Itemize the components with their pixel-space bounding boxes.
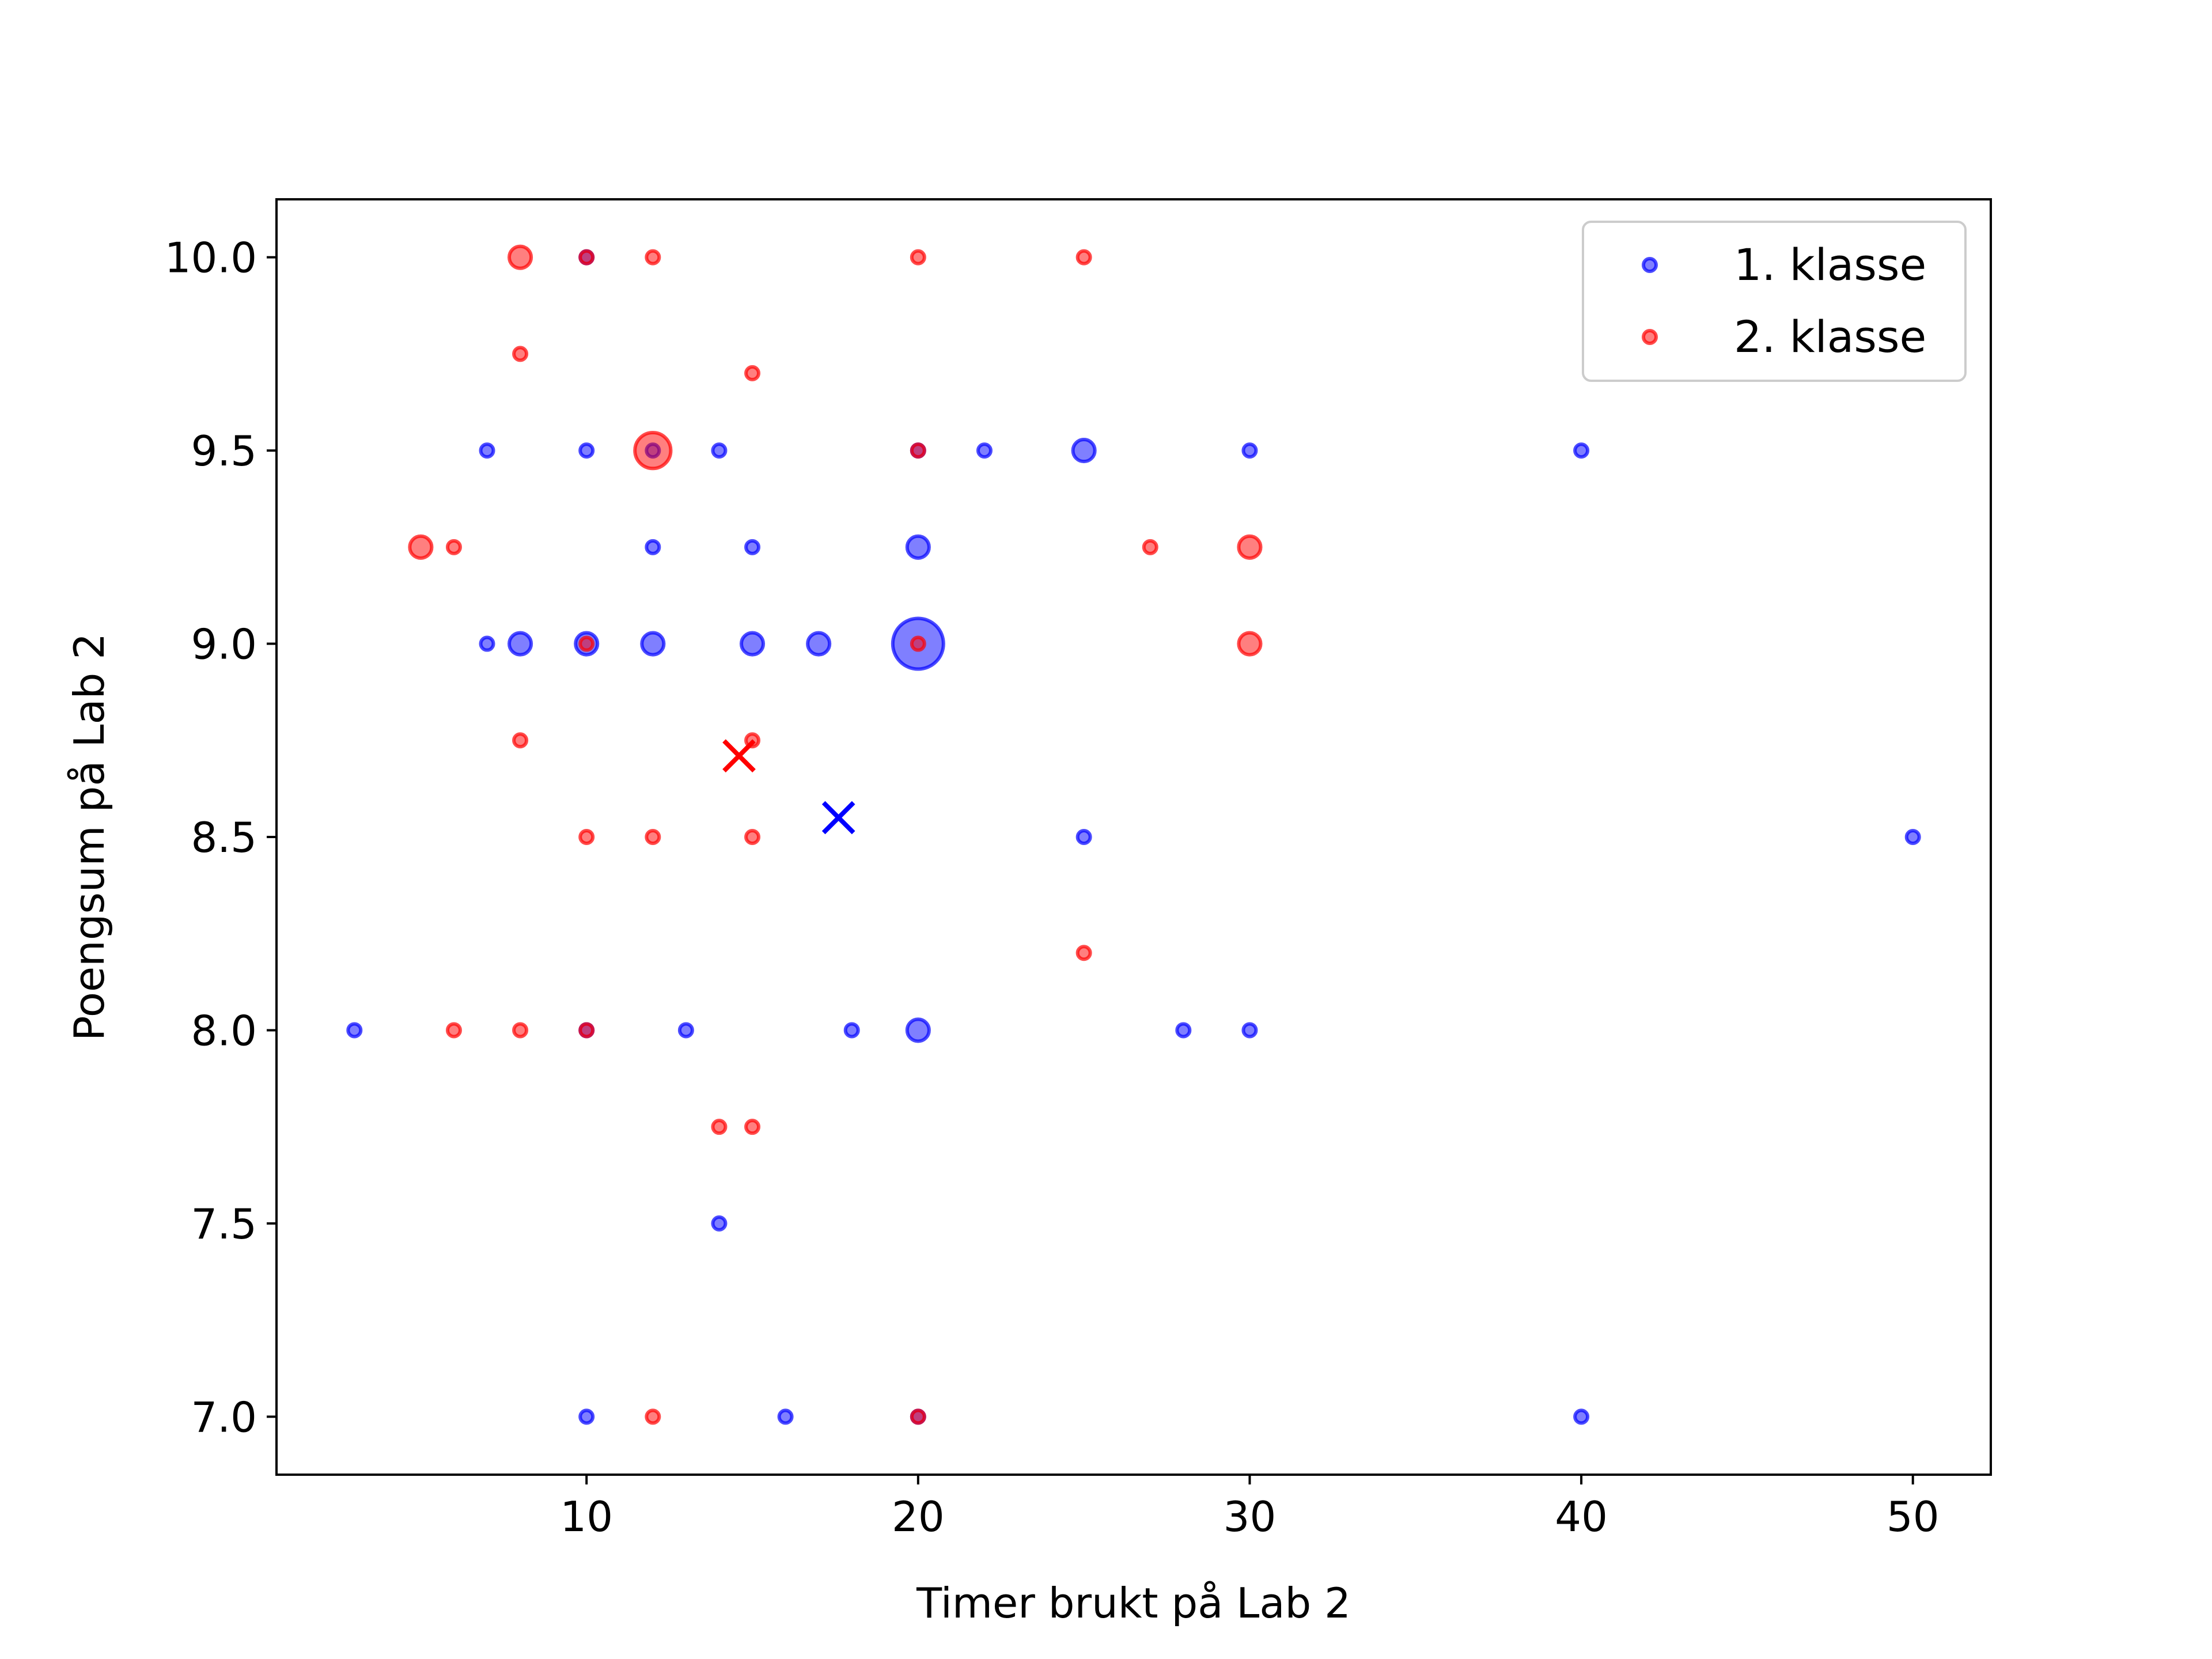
y-tick-label-4: 9.0: [191, 620, 257, 669]
point-series2-23: [512, 1022, 529, 1039]
point-series2-0: [507, 244, 533, 270]
y-tick-label-0: 7.0: [191, 1393, 257, 1441]
point-series1-22: [346, 1022, 363, 1039]
point-series1-1: [479, 442, 495, 459]
plot-marks: [346, 244, 1921, 1425]
point-series2-20: [744, 829, 761, 845]
point-series1-13: [479, 635, 495, 652]
point-series2-27: [645, 1408, 661, 1425]
legend-box: [1582, 221, 1967, 382]
point-series2-19: [645, 829, 661, 845]
point-series2-14: [910, 635, 926, 652]
point-series1-26: [905, 1017, 931, 1043]
point-series1-16: [640, 631, 666, 657]
point-series2-6: [744, 365, 761, 381]
point-series1-24: [677, 1022, 694, 1039]
point-series1-7: [1071, 438, 1097, 464]
x-tick-label-50: 50: [1887, 1493, 1940, 1541]
legend: 1. klasse 2. klasse: [1582, 221, 1967, 382]
point-series1-14: [507, 631, 533, 657]
point-series2-13: [578, 635, 595, 652]
point-series2-15: [1237, 631, 1263, 657]
y-tick-label-2: 8.0: [191, 1006, 257, 1055]
y-tick-label-3: 8.5: [191, 813, 257, 862]
y-tick-label-5: 9.5: [191, 427, 257, 475]
mean-marker-series1: [821, 801, 855, 835]
point-series2-5: [512, 346, 529, 362]
point-series1-21: [1904, 829, 1921, 845]
point-series2-2: [645, 249, 661, 266]
point-series2-22: [445, 1022, 462, 1039]
x-axis-ticks: 10 20 30 40 50: [560, 1475, 1940, 1541]
legend-label-2: 2. klasse: [1734, 311, 1926, 362]
x-tick-label-10: 10: [560, 1493, 613, 1541]
point-series2-18: [578, 829, 595, 845]
point-series2-8: [910, 442, 926, 459]
point-series2-25: [711, 1119, 728, 1135]
y-axis-ticks: 7.0 7.5 8.0 8.5 9.0 9.5 10.0: [165, 234, 276, 1441]
point-series1-11: [744, 539, 761, 555]
mean-marker-series2: [722, 739, 756, 772]
x-axis-label: Timer brukt på Lab 2: [916, 1579, 1351, 1627]
legend-label-1: 1. klasse: [1734, 239, 1926, 290]
x-tick-label-30: 30: [1224, 1493, 1277, 1541]
point-series1-28: [1241, 1022, 1258, 1039]
x-tick-label-40: 40: [1555, 1493, 1608, 1541]
point-series2-3: [910, 249, 926, 266]
point-series1-10: [645, 539, 661, 555]
legend-marker-1: [1642, 257, 1658, 273]
point-series1-8: [1241, 442, 1258, 459]
point-series2-12: [1237, 534, 1263, 560]
point-series1-29: [711, 1215, 728, 1232]
point-series2-24: [578, 1022, 595, 1039]
point-series2-4: [1075, 249, 1092, 266]
point-series2-21: [1075, 945, 1092, 961]
point-series1-27: [1175, 1022, 1192, 1039]
point-series1-17: [739, 631, 766, 657]
point-series2-10: [445, 539, 462, 555]
point-series1-4: [711, 442, 728, 459]
legend-marker-2: [1642, 329, 1658, 345]
point-series2-26: [744, 1119, 761, 1135]
point-series2-9: [408, 534, 434, 560]
point-series1-33: [1573, 1408, 1590, 1425]
point-series1-30: [578, 1408, 595, 1425]
point-series2-7: [633, 430, 673, 471]
point-series1-9: [1573, 442, 1590, 459]
point-series1-25: [843, 1022, 860, 1039]
point-series1-18: [806, 631, 832, 657]
y-tick-label-1: 7.5: [191, 1200, 257, 1248]
point-series2-1: [578, 249, 595, 266]
point-series1-2: [578, 442, 595, 459]
point-series1-12: [905, 534, 931, 560]
point-series1-6: [976, 442, 993, 459]
x-tick-label-20: 20: [892, 1493, 945, 1541]
point-series2-16: [512, 732, 529, 749]
y-tick-label-6: 10.0: [165, 234, 257, 282]
point-series2-28: [910, 1408, 926, 1425]
point-series2-11: [1142, 539, 1158, 555]
point-series1-31: [777, 1408, 794, 1425]
y-axis-label: Poengsum på Lab 2: [65, 633, 113, 1041]
point-series1-20: [1075, 829, 1092, 845]
